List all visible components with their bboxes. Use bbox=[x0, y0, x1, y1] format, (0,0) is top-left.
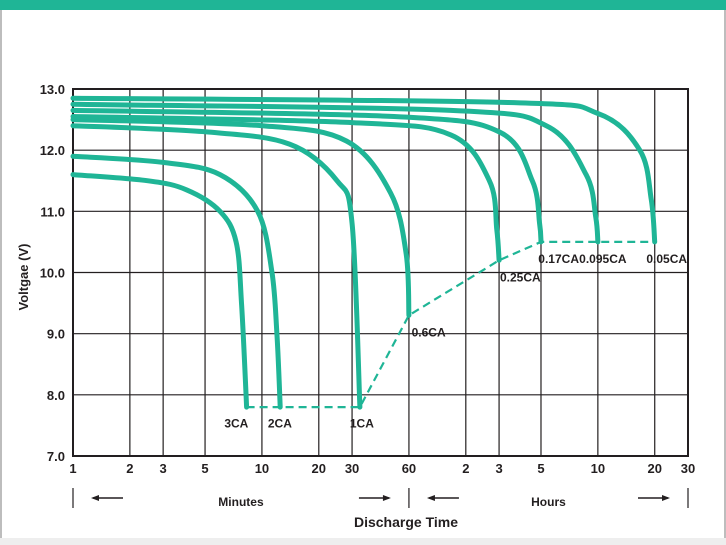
series-label-3CA: 3CA bbox=[224, 416, 248, 430]
x-tick-label: 20 bbox=[647, 461, 661, 476]
x-axis-label: Discharge Time bbox=[354, 514, 458, 530]
x-tick-label: 2 bbox=[462, 461, 469, 476]
x-tick-label: 5 bbox=[201, 461, 208, 476]
end-voltage-line bbox=[246, 240, 655, 409]
series-label-0.05CA: 0.05CA bbox=[646, 252, 687, 266]
series-label-0.17CA: 0.17CA bbox=[538, 252, 579, 266]
x-tick-label: 1 bbox=[69, 461, 76, 476]
x-tick-label: 10 bbox=[255, 461, 269, 476]
series-line-0.25CA bbox=[70, 114, 502, 263]
x-tick-label: 30 bbox=[681, 461, 695, 476]
right-arrow-head-icon bbox=[382, 495, 391, 501]
right-arrow-head-icon bbox=[662, 495, 670, 501]
top-accent-bar bbox=[0, 0, 726, 10]
range-label-minutes: Minutes bbox=[218, 495, 264, 509]
y-tick-label: 7.0 bbox=[47, 449, 65, 464]
series-line-3CA bbox=[70, 172, 250, 410]
series-label-1CA: 1CA bbox=[350, 416, 374, 430]
left-arrow-head-icon bbox=[91, 495, 99, 501]
series-line-1CA bbox=[70, 123, 363, 410]
series-line-2CA bbox=[70, 153, 283, 410]
y-tick-label: 13.0 bbox=[40, 82, 65, 97]
x-tick-label: 60 bbox=[402, 461, 416, 476]
y-tick-label: 11.0 bbox=[40, 204, 65, 219]
x-tick-labels: 1 2 3 5 10 20 30 60 2 3 5 10 20 30 bbox=[69, 461, 695, 476]
bottom-bar bbox=[0, 538, 726, 545]
y-tick-label: 8.0 bbox=[47, 388, 65, 403]
y-tick-label: 10.0 bbox=[40, 266, 65, 281]
series-line-0.095CA bbox=[70, 101, 601, 245]
x-tick-label: 30 bbox=[345, 461, 359, 476]
series-labels: 3CA 2CA 1CA 0.6CA 0.25CA 0.17CA 0.095CA 0.05CA bbox=[224, 252, 687, 430]
end-voltage-dashed-line bbox=[246, 240, 655, 409]
x-tick-label: 5 bbox=[537, 461, 544, 476]
left-arrow-head-icon bbox=[426, 495, 435, 501]
series-label-0.095CA: 0.095CA bbox=[579, 252, 627, 266]
x-tick-label: 3 bbox=[495, 461, 502, 476]
time-range-indicators: Minutes Hours bbox=[72, 488, 689, 509]
x-tick-label: 10 bbox=[591, 461, 605, 476]
x-tick-label: 2 bbox=[126, 461, 133, 476]
x-tick-label: 3 bbox=[160, 461, 167, 476]
x-tick-label: 20 bbox=[312, 461, 326, 476]
series-line-0.05CA bbox=[70, 95, 658, 245]
series-line-0.6CA bbox=[70, 117, 412, 318]
series-label-0.6CA: 0.6CA bbox=[412, 325, 446, 339]
range-label-hours: Hours bbox=[531, 495, 566, 509]
series-label-2CA: 2CA bbox=[268, 416, 292, 430]
y-tick-labels: 7.0 8.0 9.0 10.0 11.0 12.0 13.0 bbox=[40, 82, 65, 464]
series-label-0.25CA: 0.25CA bbox=[500, 270, 541, 284]
series-lines bbox=[70, 95, 658, 410]
series-line-0.17CA bbox=[70, 107, 544, 245]
y-tick-label: 9.0 bbox=[47, 327, 65, 342]
y-axis-label: Voltgae (V) bbox=[16, 244, 31, 311]
y-tick-label: 12.0 bbox=[40, 143, 65, 158]
grid-lines bbox=[72, 88, 689, 457]
